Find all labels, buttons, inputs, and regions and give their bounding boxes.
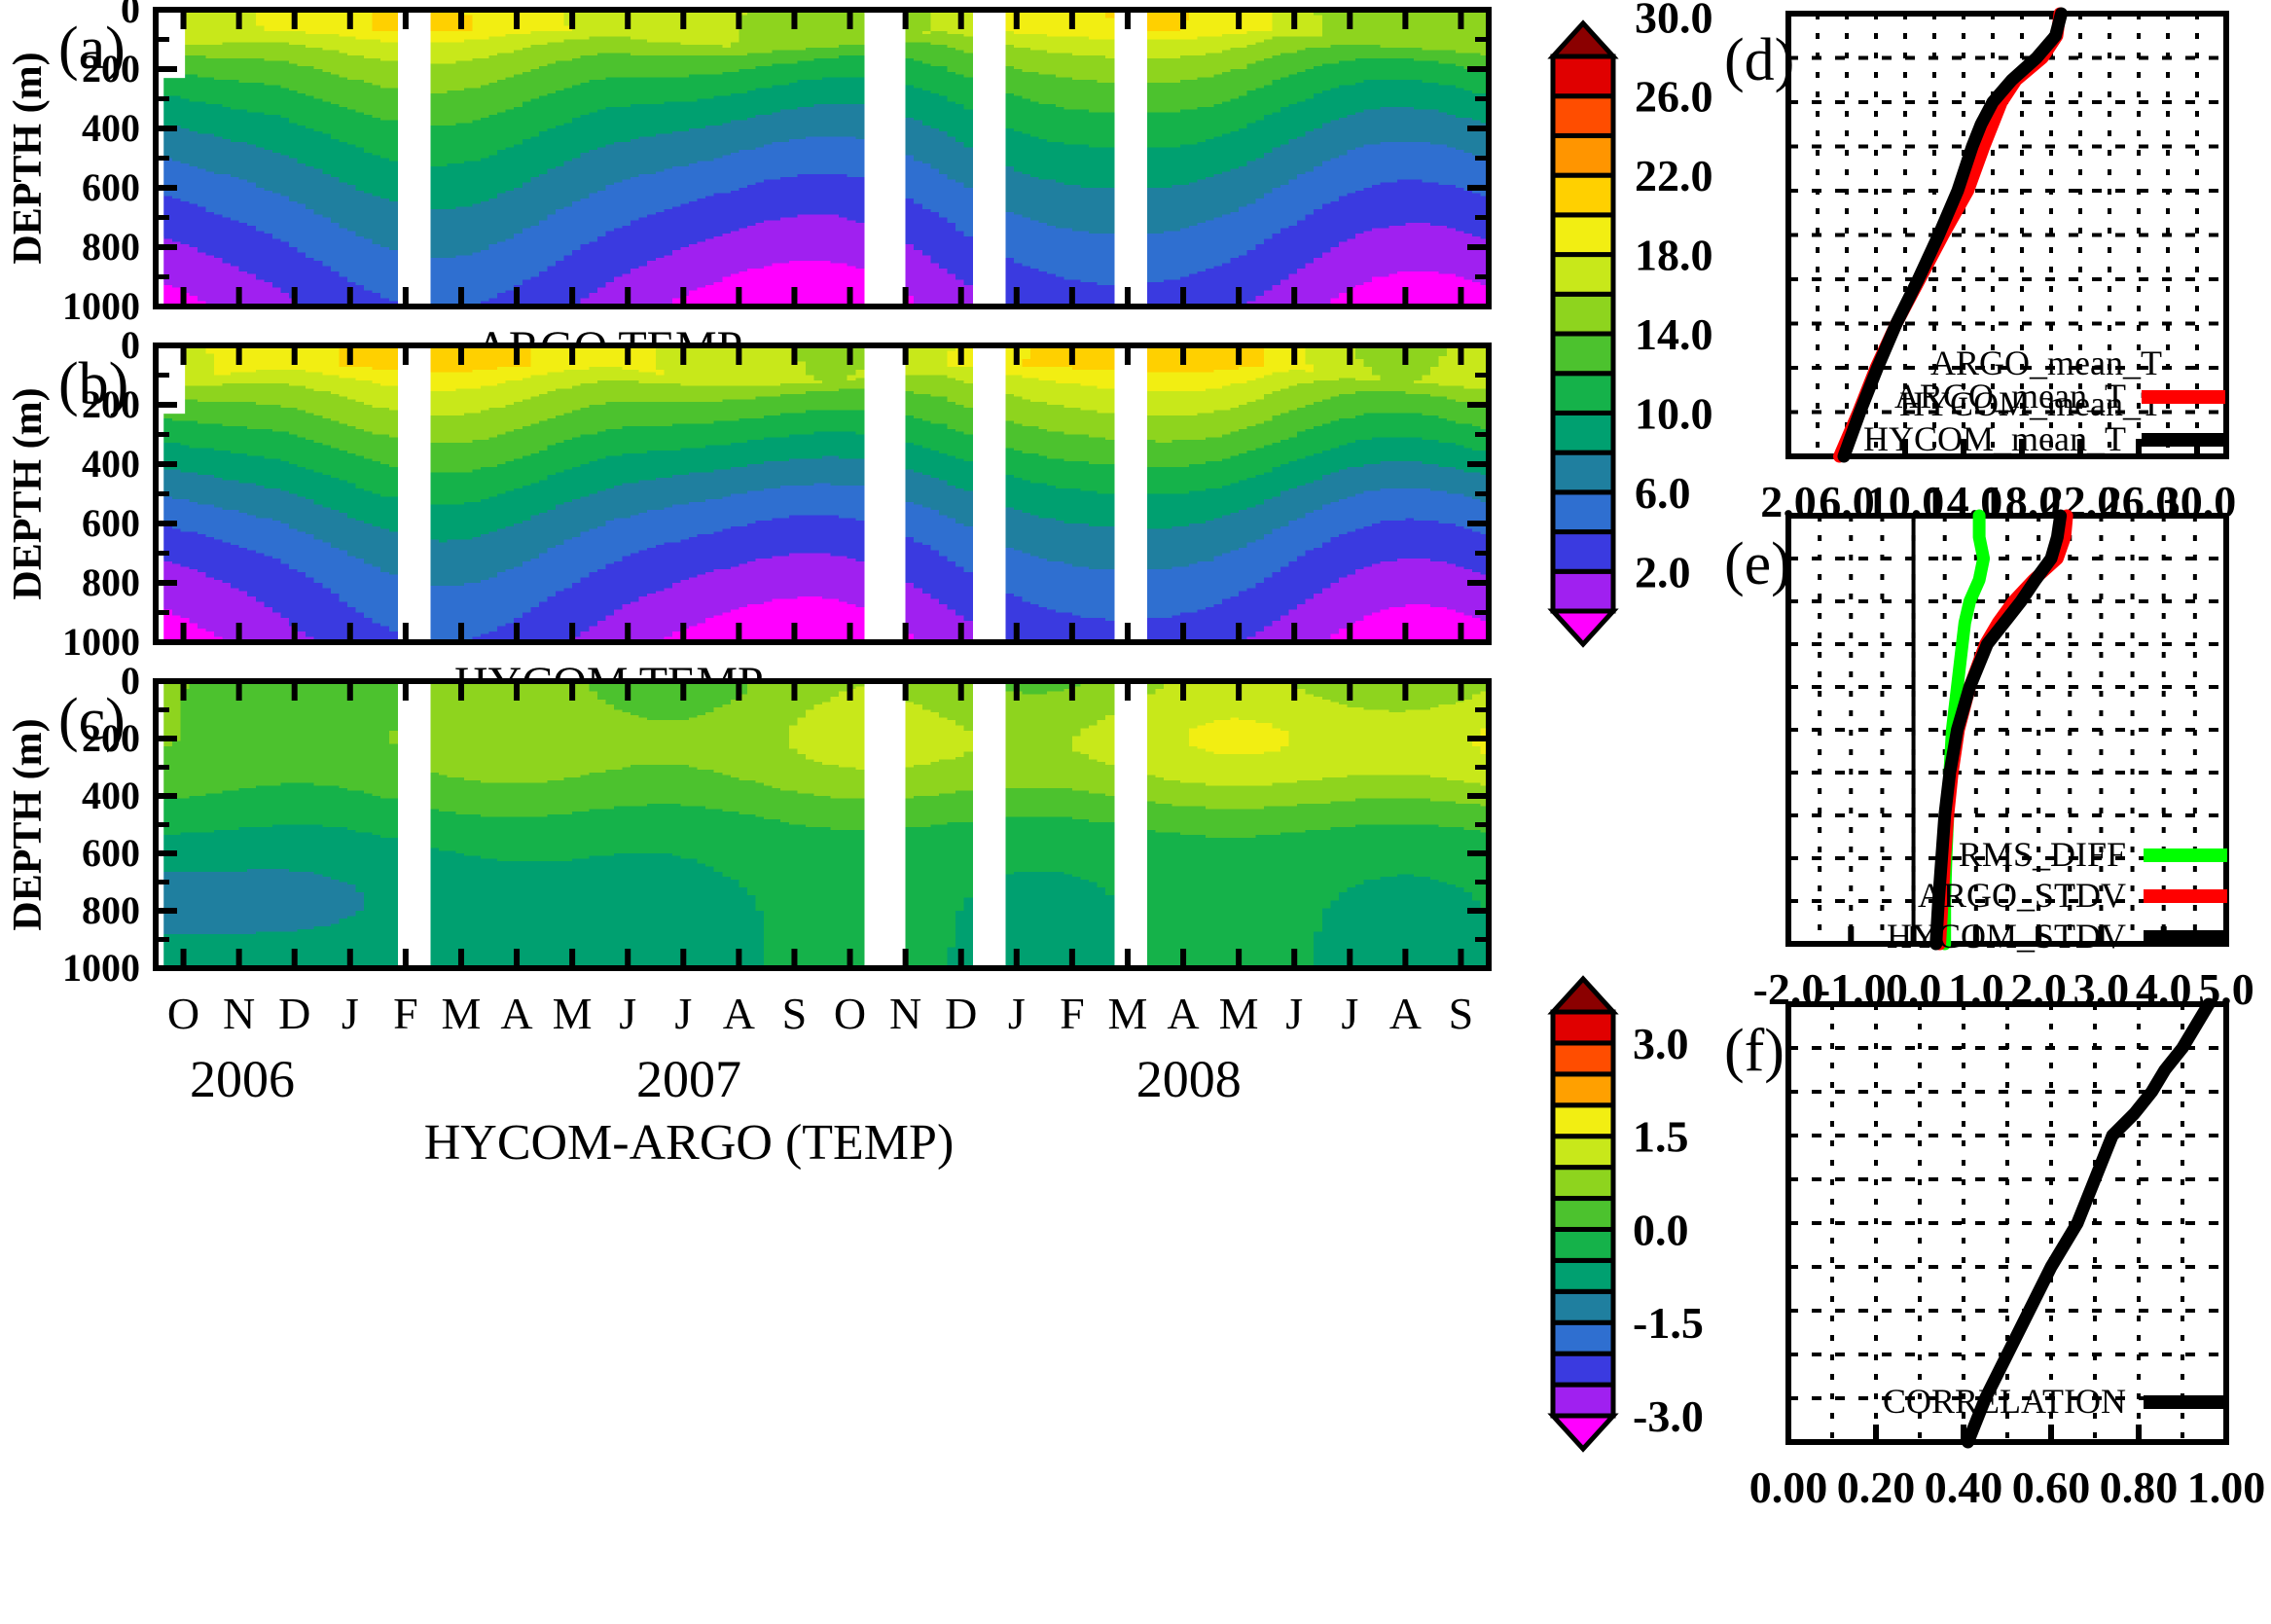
colorbar-diff-tick-label: 3.0 [1633,1019,1689,1068]
depth-tick-label: 800 [82,888,140,932]
depth-tick-label: 600 [82,165,140,209]
month-tick-label: J [1285,989,1303,1038]
colorbar-temp-tick-label: 26.0 [1635,72,1713,122]
depth-tick-label: 600 [82,831,140,875]
panel-d: 2.0 6.010.014.018.022.026.030.0ARGO_mean_… [1724,7,2236,526]
legend-label: ARGO_mean_T [1930,343,2162,382]
plot-border [1785,1001,2229,1445]
y-axis-label-b: DEPTH (m) [6,387,51,599]
x-tick-label: 1.00 [2187,1462,2266,1512]
depth-tick-label: 800 [82,225,140,269]
month-tick-label: S [1449,989,1474,1038]
month-tick-label: J [1341,989,1358,1038]
month-tick-label: A [723,989,755,1038]
depth-tick-label: 1000 [62,284,140,328]
month-tick-label: M [1108,989,1148,1038]
month-tick-label: M [1219,989,1259,1038]
legend-label: RMS_DIFF [1959,835,2126,874]
colorbar-temp-tick-label: 22.0 [1635,151,1713,200]
colorbar-diff-tick-label: 1.5 [1633,1112,1689,1162]
depth-tick-label: 400 [82,774,140,817]
x-tick-label: 0.40 [1925,1462,2003,1512]
month-tick-label: D [945,989,977,1038]
month-tick-label: A [1389,989,1422,1038]
depth-tick-label: 1000 [62,620,140,664]
month-tick-label: N [223,989,255,1038]
month-tick-label: O [834,989,866,1038]
series-hycom-mean-t [1837,7,2068,463]
panel-label-f: (f) [1724,1018,1784,1084]
month-tick-label: M [553,989,593,1038]
depth-tick-label: 0 [121,323,140,367]
colorbar-difference: -3.0 -1.5 0.0 1.5 3.0 [1547,975,1704,1453]
depth-tick-label: 200 [82,47,140,90]
year-label: 2006 [190,1050,295,1108]
month-tick-label: A [500,989,532,1038]
month-tick-label: J [1008,989,1026,1038]
month-tick-label: F [393,989,418,1038]
colorbar-temp-tick-label: 6.0 [1635,468,1691,518]
x-tick-label: 0.80 [2100,1462,2179,1512]
colorbar-temp-tick-label: 10.0 [1635,388,1713,438]
panel-label-c: (c) [58,687,126,753]
panel-f: 0.00 0.20 0.40 0.60 0.80 1.00 CORRELATION (f) [1724,997,2266,1512]
colorbar-temperature: 2.0 6.0 10.0 14.0 18.0 22.0 26.0 30.0 [1547,0,1713,648]
depth-tick-label: 400 [82,106,140,150]
month-tick-label: J [342,989,359,1038]
depth-tick-label: 600 [82,501,140,545]
y-axis-label-c: DEPTH (m) [6,718,51,930]
year-label: 2007 [636,1050,741,1108]
panel-label-a: (a) [58,16,126,82]
y-axis-label-a: DEPTH (m) [6,52,51,264]
month-tick-label: D [278,989,310,1038]
panel-label-e: (e) [1724,531,1791,597]
panel-e: -2.0-1.0 0.0 1.0 2.0 3.0 4.0 5.0RMS_DIFFARGO_S… [1724,509,2254,1014]
month-tick-label: F [1060,989,1085,1038]
x-tick-label: 0.60 [2012,1462,2091,1512]
month-tick-label: N [889,989,921,1038]
panel-label-d: (d) [1724,27,1794,93]
plot-border [1785,513,2229,947]
month-tick-label: J [619,989,636,1038]
legend-label: HYCOM_mean_T [1863,419,2126,458]
depth-tick-label: 800 [82,560,140,604]
depth-tick-label: 400 [82,442,140,486]
colorbar-temp-tick-label: 2.0 [1635,547,1691,596]
x-tick-label: 0.00 [1749,1462,1828,1512]
x-tick-label: 0.20 [1837,1462,1916,1512]
colorbar-diff-tick-label: -3.0 [1633,1391,1704,1441]
colorbar-temp-tick-label: 30.0 [1635,0,1713,42]
colorbar-temp-tick-label: 14.0 [1635,309,1713,359]
depth-tick-label: 1000 [62,946,140,990]
series-correlation [1962,997,2216,1449]
year-label: 2008 [1136,1050,1242,1108]
depth-tick-label: 200 [82,716,140,760]
month-tick-label: O [167,989,199,1038]
legend-label: ARGO_STDV [1918,876,2126,915]
series-hycom-stdv [1929,509,2068,951]
legend-label: HYCOM_STDV [1887,917,2126,956]
month-tick-label: S [782,989,808,1038]
depth-tick-label: 200 [82,382,140,426]
month-tick-label: A [1167,989,1199,1038]
depth-tick-label: 0 [121,0,140,31]
panel-label-b: (b) [58,351,128,417]
colorbar-diff-tick-label: -1.5 [1633,1298,1704,1348]
colorbar-diff-tick-label: 0.0 [1633,1205,1689,1254]
legend-label: CORRELATION [1883,1382,2126,1421]
legend-label: HYCOM_mean_T [1899,384,2162,423]
legend-label: ARGO_mean_T [1894,377,2126,415]
colorbar-temp-tick-label: 18.0 [1635,231,1713,280]
depth-tick-label: 0 [121,659,140,703]
plot-border [1785,11,2229,459]
bottom-title: HYCOM-ARGO (TEMP) [424,1115,955,1171]
month-tick-label: J [674,989,692,1038]
month-tick-label: M [442,989,482,1038]
